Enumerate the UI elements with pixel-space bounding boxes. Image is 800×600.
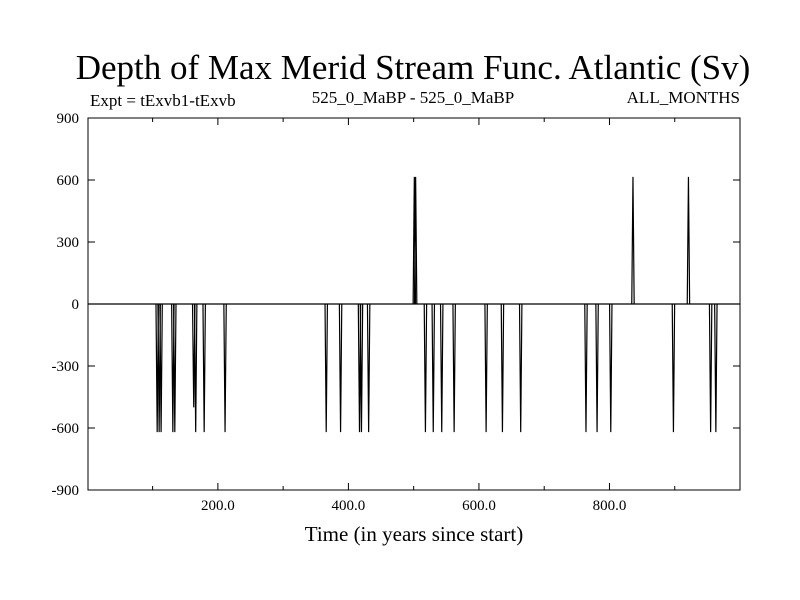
data-spike xyxy=(223,303,227,433)
chart-title: Depth of Max Merid Stream Func. Atlantic… xyxy=(76,48,751,87)
x-tick-label: 200.0 xyxy=(201,498,235,514)
y-tick-label: -600 xyxy=(52,421,80,437)
data-spike xyxy=(202,303,206,433)
y-tick-label: 600 xyxy=(57,173,80,189)
data-spike xyxy=(439,303,444,433)
x-axis: 200.0 400.0 600.0 800.0 xyxy=(152,118,676,514)
x-tick-label: 600.0 xyxy=(462,498,496,514)
data-spike xyxy=(366,303,371,433)
subtitle-experiment: Expt = tExvb1-tExvb xyxy=(90,91,236,110)
data-series xyxy=(88,176,740,433)
data-spike xyxy=(631,176,635,305)
data-spike xyxy=(173,303,177,433)
data-spike xyxy=(686,176,691,305)
data-spike xyxy=(671,303,676,433)
data-spike xyxy=(714,303,718,433)
data-spike xyxy=(518,303,523,433)
subtitle-months: ALL_MONTHS xyxy=(627,88,740,107)
x-axis-label: Time (in years since start) xyxy=(305,522,524,546)
data-spike xyxy=(159,303,163,433)
data-spike xyxy=(608,303,613,433)
data-spike xyxy=(500,303,505,433)
y-tick-label: 300 xyxy=(57,235,80,251)
data-spike xyxy=(359,303,364,433)
data-spike xyxy=(584,303,588,433)
y-axis: -900 -600 -300 0 300 600 900 xyxy=(52,111,740,499)
y-tick-label: -900 xyxy=(52,483,80,499)
data-spike xyxy=(413,176,418,305)
y-tick-label: 0 xyxy=(72,297,80,313)
data-spike xyxy=(595,303,599,433)
y-tick-label: -300 xyxy=(52,359,80,375)
x-tick-label: 400.0 xyxy=(332,498,366,514)
data-spike xyxy=(423,303,428,433)
data-spike xyxy=(193,303,198,433)
y-tick-label: 900 xyxy=(57,111,80,127)
data-spike xyxy=(324,303,329,433)
data-spike xyxy=(484,303,488,433)
x-tick-label: 800.0 xyxy=(593,498,627,514)
data-spike xyxy=(708,303,713,433)
data-spike xyxy=(452,303,456,433)
subtitle-period: 525_0_MaBP - 525_0_MaBP xyxy=(312,88,514,107)
data-spike xyxy=(431,303,436,433)
data-spike xyxy=(338,303,343,433)
